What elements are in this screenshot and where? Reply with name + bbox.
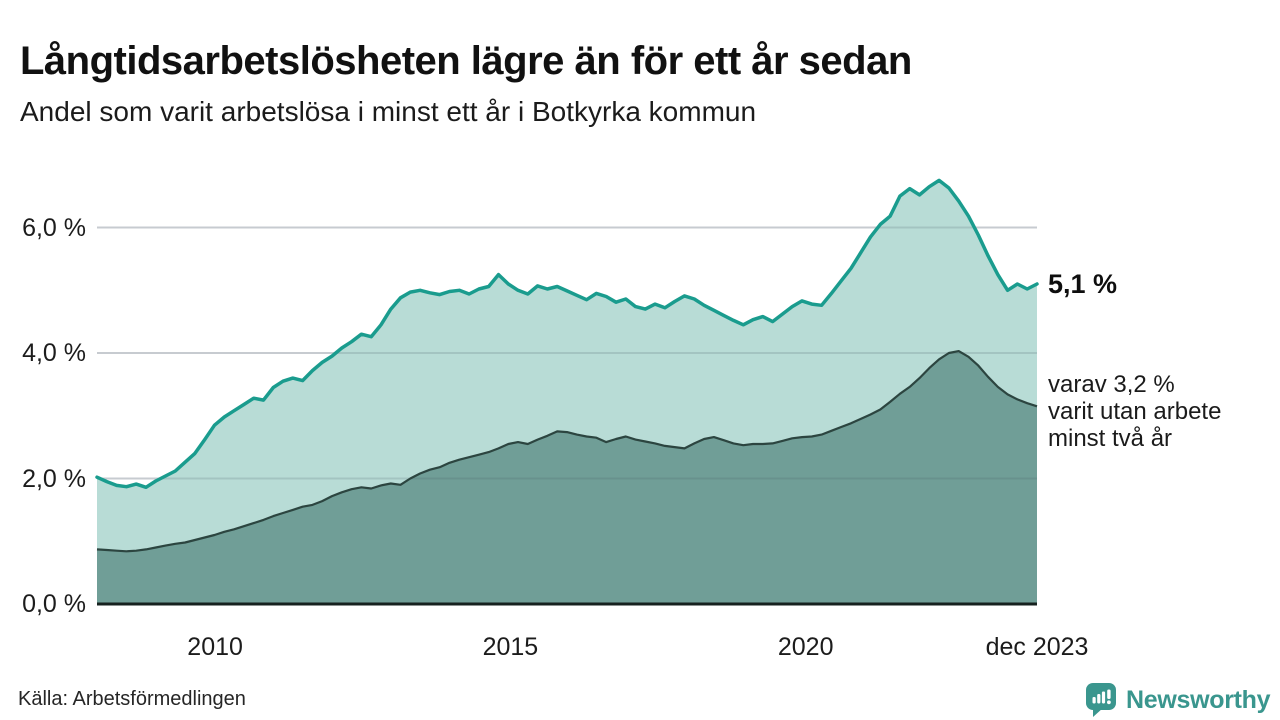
y-axis-tick-2: 2,0 % — [22, 464, 86, 493]
x-axis-tick-2015: 2015 — [482, 633, 539, 661]
newsworthy-wordmark: Newsworthy — [1126, 685, 1271, 714]
y-axis-tick-6: 6,0 % — [22, 213, 86, 242]
annotation-line: minst två år — [1048, 425, 1173, 452]
annotation-line: varav 3,2 % — [1048, 371, 1175, 398]
newsworthy-logo: Newsworthy — [1084, 682, 1271, 718]
latest-value-label: 5,1 % — [1048, 269, 1118, 299]
annotation-line: varit utan arbete — [1048, 398, 1222, 425]
x-axis-tick-2010: 2010 — [187, 633, 243, 661]
y-axis-tick-0: 0,0 % — [22, 590, 86, 618]
newsworthy-speech-bubble-bars-icon — [1086, 683, 1116, 717]
secondary-value-annotation: varav 3,2 % varit utan arbete minst två … — [1048, 371, 1221, 452]
chart-subtitle: Andel som varit arbetslösa i minst ett å… — [20, 96, 757, 127]
source-note: Källa: Arbetsförmedlingen — [18, 688, 246, 710]
x-axis-tick-dec-2023: dec 2023 — [985, 633, 1089, 661]
y-axis-tick-4: 4,0 % — [22, 339, 86, 367]
x-axis-tick-2020: 2020 — [777, 633, 834, 661]
chart-title: Långtidsarbetslösheten lägre än för ett … — [20, 38, 912, 83]
